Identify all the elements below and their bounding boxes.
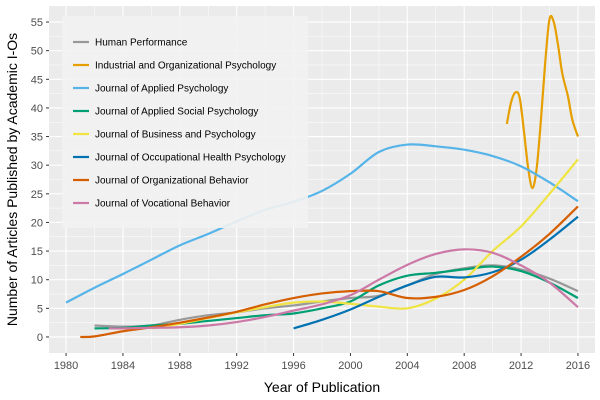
series-line-journal-of-vocational-behavior — [108, 248, 579, 330]
y-tick-label: 25 — [31, 189, 43, 201]
legend-label: Journal of Applied Social Psychology — [95, 107, 258, 118]
y-tick-label: 35 — [31, 132, 43, 144]
y-tick-label: 30 — [31, 160, 43, 172]
series-line-journal-of-occupational-health-psychology — [293, 215, 579, 330]
y-tick-label: 45 — [31, 74, 43, 86]
y-tick-label: 20 — [31, 217, 43, 229]
legend-label: Journal of Organizational Behavior — [95, 176, 249, 187]
x-tick-label: 1988 — [168, 360, 192, 372]
x-tick-label: 1984 — [111, 360, 135, 372]
legend: Human Performance Industrial and Organiza… — [62, 16, 308, 228]
x-tick-label: 2012 — [509, 360, 533, 372]
x-tick-label: 1980 — [54, 360, 78, 372]
axes: 0 5 10 15 20 25 30 35 40 45 50 55 1980 1984 1988 1992 19… — [31, 17, 590, 372]
legend-label: Journal of Occupational Health Psycholog… — [95, 153, 286, 164]
y-tick-label: 55 — [31, 17, 43, 29]
series-line-industrial-and-organizational-psychology — [505, 14, 579, 190]
legend-background — [62, 16, 308, 228]
series-line-journal-of-applied-psychology — [65, 143, 579, 304]
x-axis-title: Year of Publication — [264, 379, 380, 395]
legend-label: Journal of Vocational Behavior — [95, 199, 231, 210]
y-tick-label: 15 — [31, 246, 43, 258]
legend-label: Human Performance — [95, 38, 188, 49]
legend-label: Industrial and Organizational Psychology — [95, 61, 276, 72]
x-tick-label: 2000 — [338, 360, 362, 372]
y-tick-label: 10 — [31, 275, 43, 287]
x-tick-label: 2016 — [566, 360, 590, 372]
x-tick-label: 1992 — [224, 360, 248, 372]
series-lines — [65, 14, 579, 339]
y-tick-label: 50 — [31, 46, 43, 58]
legend-label: Journal of Business and Psychology — [95, 130, 256, 141]
y-tick-label: 5 — [37, 303, 43, 315]
x-tick-label: 1996 — [281, 360, 305, 372]
legend-label: Journal of Applied Psychology — [95, 84, 228, 95]
x-tick-label: 2008 — [452, 360, 476, 372]
y-axis-title: Number of Articles Published by Academic… — [4, 33, 20, 326]
x-tick-label: 2004 — [395, 360, 419, 372]
y-tick-label: 40 — [31, 103, 43, 115]
y-tick-label: 0 — [37, 332, 43, 344]
